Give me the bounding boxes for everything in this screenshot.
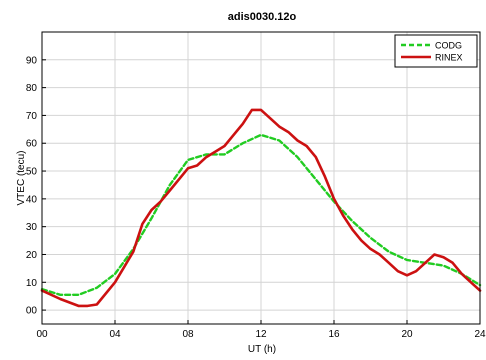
- x-axis-label: UT (h): [248, 344, 276, 355]
- y-tick-label: 90: [26, 55, 38, 66]
- y-tick-label: 30: [26, 222, 38, 233]
- y-tick-label: 50: [26, 167, 38, 178]
- series-line-rinex: [40, 108, 482, 308]
- y-tick-label: 20: [26, 250, 38, 261]
- y-tick-label: 00: [26, 306, 38, 317]
- legend-label-rinex: RINEX: [435, 53, 463, 63]
- y-tick-label: 70: [26, 111, 38, 122]
- x-tick-label: 04: [109, 329, 121, 340]
- series-line-codg: [40, 133, 482, 296]
- y-tick-label: 40: [26, 194, 38, 205]
- series-layer: [40, 108, 482, 308]
- legend: CODG RINEX: [394, 34, 478, 68]
- x-tick-label: 16: [328, 329, 340, 340]
- x-tick-label: 00: [36, 329, 48, 340]
- x-tick-label: 20: [401, 329, 413, 340]
- y-tick-label: 10: [26, 278, 38, 289]
- y-tick-label: 80: [26, 83, 38, 94]
- x-tick-label: 08: [182, 329, 194, 340]
- y-tick-label: 60: [26, 139, 38, 150]
- y-axis-label: VTEC (tecu): [16, 150, 27, 205]
- chart-title: adis0030.12o: [228, 11, 297, 23]
- grid: [42, 32, 480, 324]
- x-tick-label: 12: [255, 329, 267, 340]
- x-tick-label: 24: [474, 329, 486, 340]
- legend-label-codg: CODG: [435, 41, 462, 51]
- tick-layer: 00 04 08 12 16 20 24 00 10 20 30 40 50 60 70 80 90: [26, 55, 486, 340]
- legend-box: [394, 34, 478, 68]
